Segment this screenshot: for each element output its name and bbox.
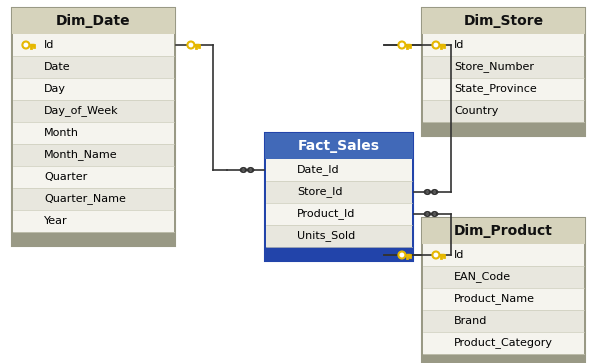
FancyBboxPatch shape	[423, 244, 584, 266]
Circle shape	[22, 41, 30, 49]
Circle shape	[432, 41, 440, 49]
FancyBboxPatch shape	[13, 188, 174, 210]
FancyBboxPatch shape	[12, 8, 175, 246]
Text: Product_Id: Product_Id	[297, 209, 355, 220]
Circle shape	[398, 41, 406, 49]
Text: Day: Day	[44, 84, 66, 94]
Circle shape	[434, 43, 437, 47]
FancyBboxPatch shape	[13, 34, 174, 56]
Text: Fact_Sales: Fact_Sales	[298, 139, 380, 153]
FancyBboxPatch shape	[266, 225, 412, 247]
FancyBboxPatch shape	[265, 133, 413, 261]
Text: Date: Date	[44, 62, 71, 72]
Text: Quarter_Name: Quarter_Name	[44, 193, 126, 204]
FancyBboxPatch shape	[423, 56, 584, 78]
FancyBboxPatch shape	[13, 56, 174, 78]
Text: Day_of_Week: Day_of_Week	[44, 106, 119, 117]
Text: Year: Year	[44, 216, 68, 226]
FancyBboxPatch shape	[265, 133, 413, 159]
FancyBboxPatch shape	[423, 332, 584, 354]
Text: Id: Id	[454, 40, 464, 50]
Text: Month_Name: Month_Name	[44, 150, 118, 160]
FancyBboxPatch shape	[422, 8, 585, 136]
Text: Product_Name: Product_Name	[454, 294, 535, 305]
Text: Store_Number: Store_Number	[454, 62, 534, 73]
FancyBboxPatch shape	[422, 218, 585, 363]
FancyBboxPatch shape	[266, 159, 412, 181]
FancyBboxPatch shape	[12, 8, 175, 34]
FancyBboxPatch shape	[266, 203, 412, 225]
Text: Month: Month	[44, 128, 79, 138]
Text: Product_Category: Product_Category	[454, 338, 553, 348]
FancyBboxPatch shape	[423, 310, 584, 332]
FancyBboxPatch shape	[423, 100, 584, 122]
FancyBboxPatch shape	[13, 144, 174, 166]
Text: Country: Country	[454, 106, 499, 116]
FancyBboxPatch shape	[423, 288, 584, 310]
Circle shape	[189, 43, 193, 47]
Circle shape	[24, 43, 28, 47]
FancyBboxPatch shape	[266, 181, 412, 203]
FancyBboxPatch shape	[13, 166, 174, 188]
FancyBboxPatch shape	[13, 122, 174, 144]
FancyBboxPatch shape	[423, 266, 584, 288]
FancyBboxPatch shape	[423, 34, 584, 56]
Text: Brand: Brand	[454, 316, 487, 326]
FancyBboxPatch shape	[13, 210, 174, 232]
FancyBboxPatch shape	[422, 218, 585, 244]
Circle shape	[398, 251, 406, 259]
Circle shape	[434, 253, 437, 257]
FancyBboxPatch shape	[422, 8, 585, 34]
Text: Id: Id	[44, 40, 55, 50]
Text: State_Province: State_Province	[454, 83, 537, 94]
Text: Dim_Store: Dim_Store	[463, 14, 544, 28]
Text: EAN_Code: EAN_Code	[454, 272, 511, 282]
Text: Id: Id	[454, 250, 464, 260]
FancyBboxPatch shape	[423, 78, 584, 100]
Text: Dim_Product: Dim_Product	[454, 224, 553, 238]
Circle shape	[187, 41, 195, 49]
Circle shape	[400, 253, 404, 257]
Text: Store_Id: Store_Id	[297, 187, 343, 197]
Circle shape	[400, 43, 404, 47]
Text: Quarter: Quarter	[44, 172, 87, 182]
Text: Dim_Date: Dim_Date	[56, 14, 131, 28]
FancyBboxPatch shape	[13, 100, 174, 122]
Circle shape	[432, 251, 440, 259]
FancyBboxPatch shape	[13, 78, 174, 100]
Text: Units_Sold: Units_Sold	[297, 231, 355, 241]
Text: Date_Id: Date_Id	[297, 164, 340, 175]
